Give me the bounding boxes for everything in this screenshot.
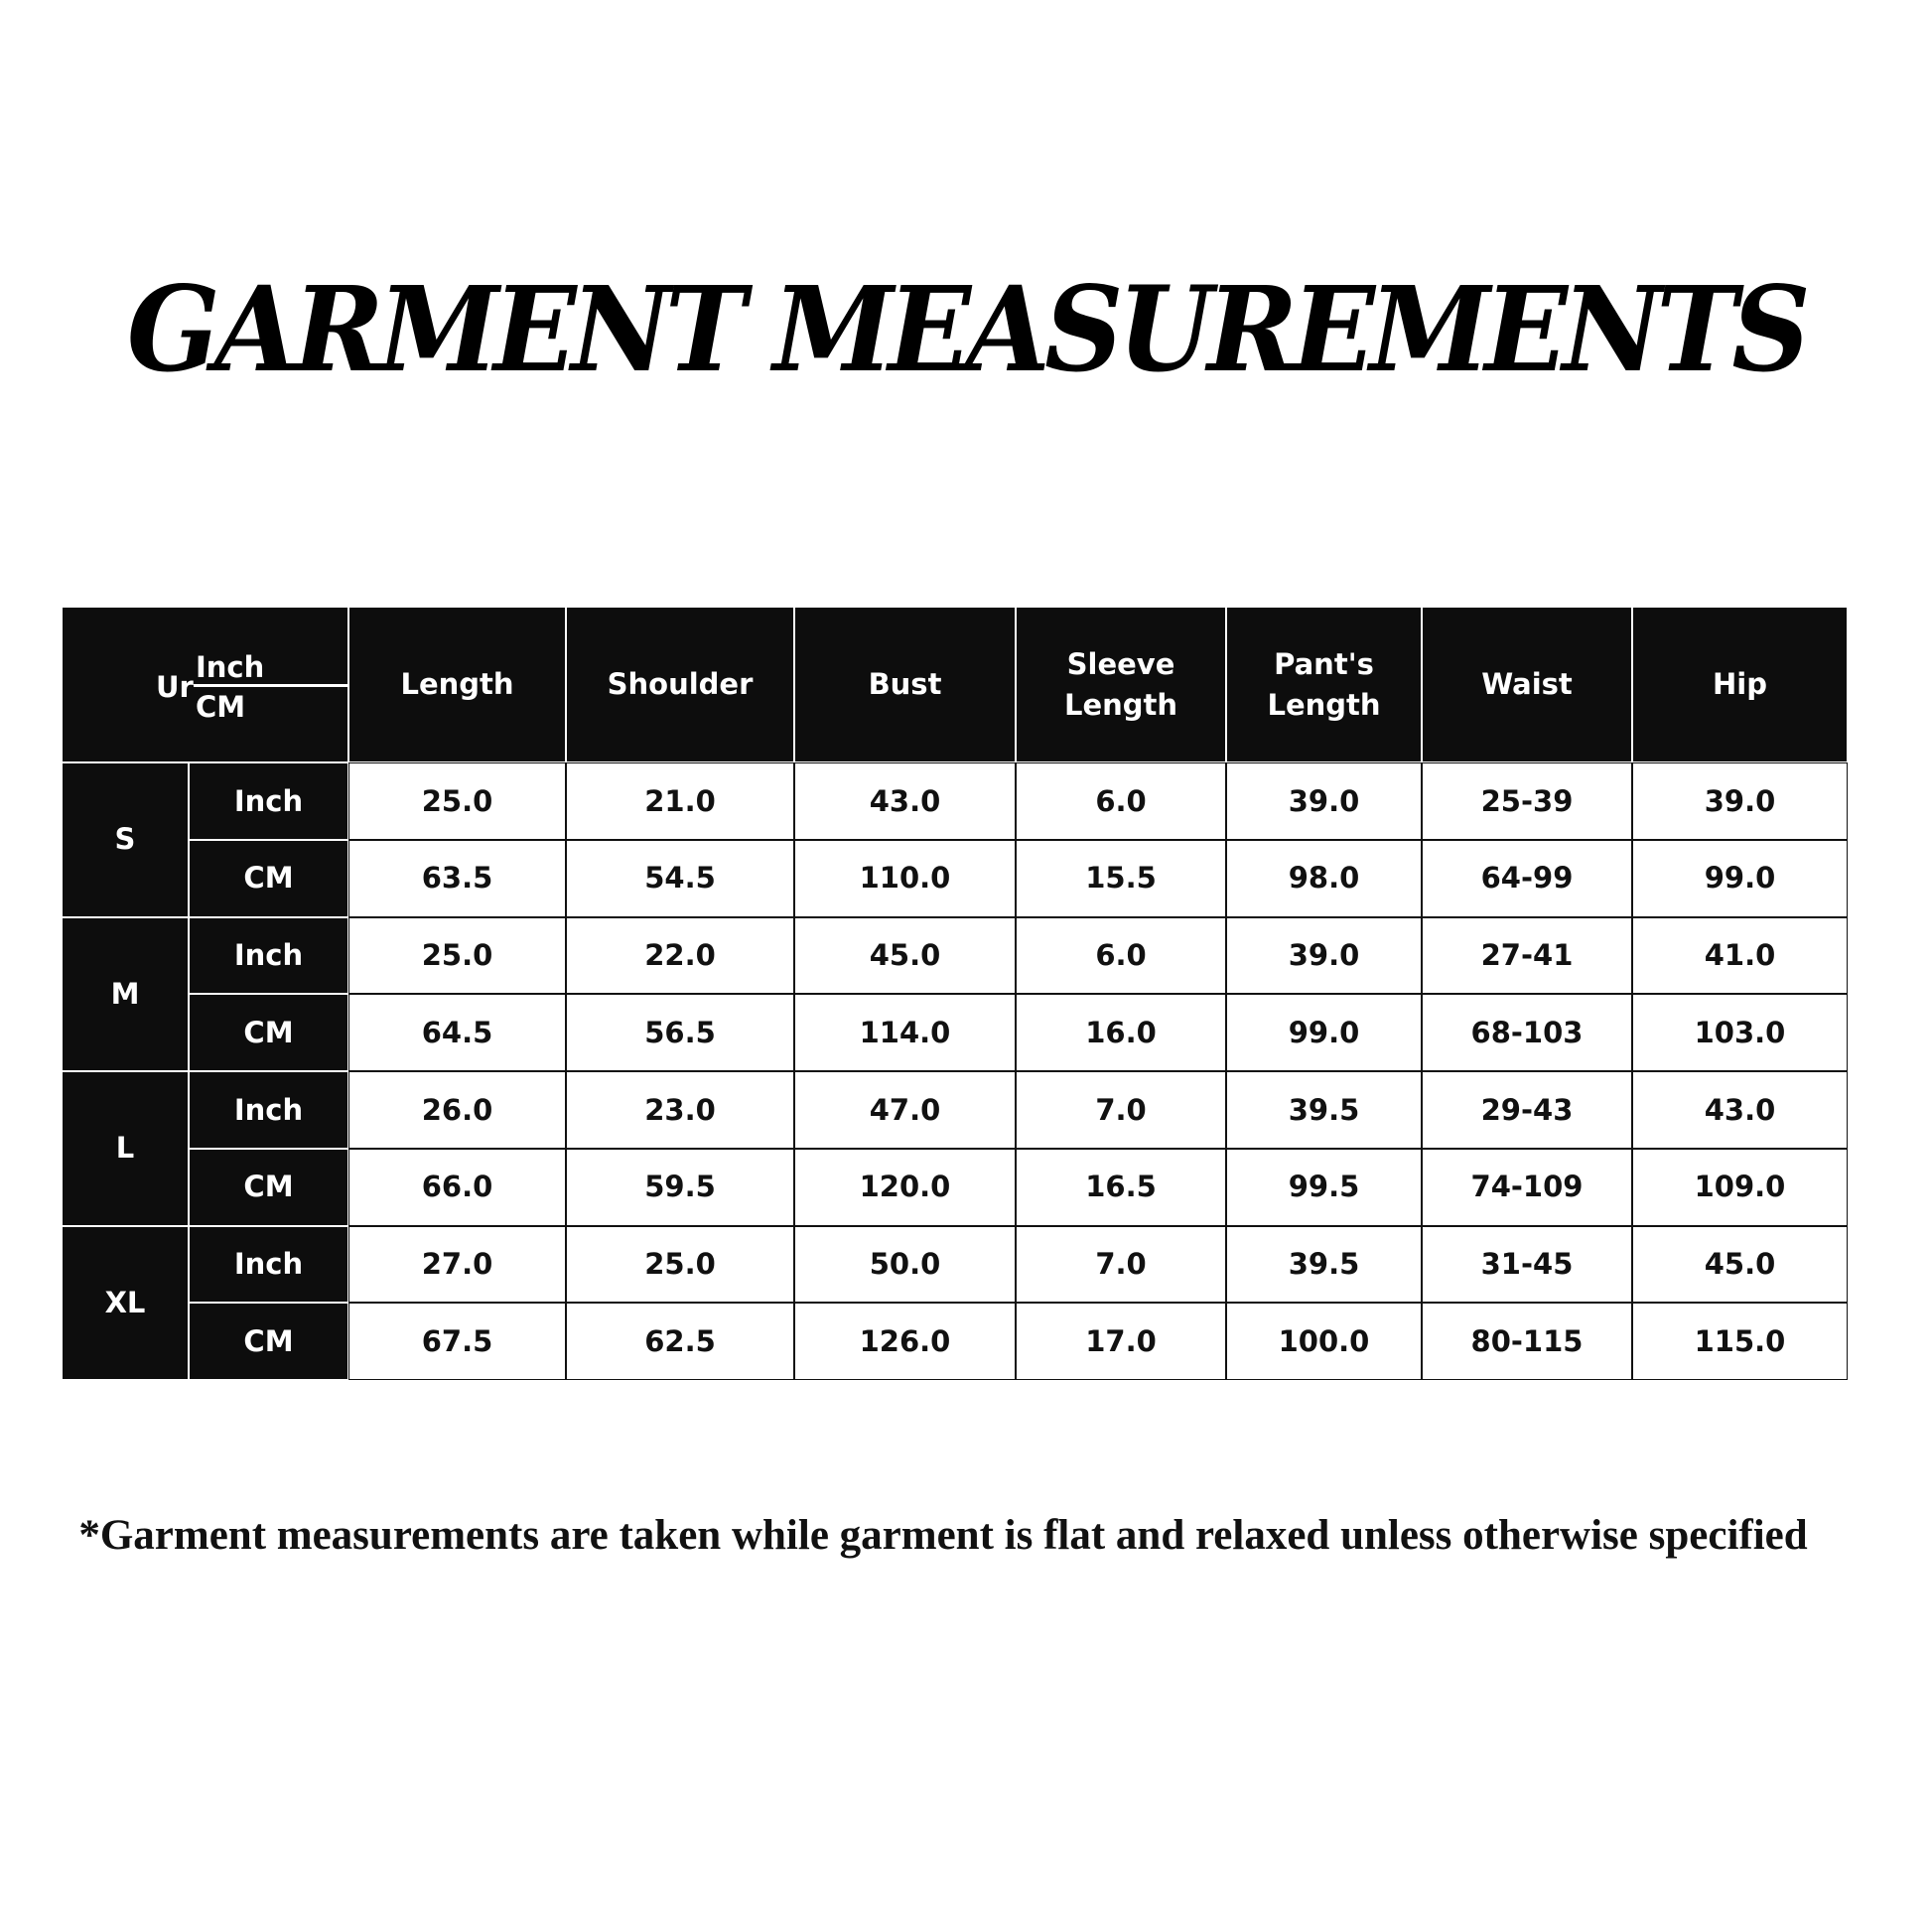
- table-cell: 99.5: [1226, 1148, 1422, 1226]
- size-label: S: [62, 762, 189, 917]
- table-cell: 59.5: [566, 1148, 794, 1226]
- table-cell: 17.0: [1016, 1303, 1226, 1380]
- table-cell: 25-39: [1422, 762, 1632, 840]
- column-header: Shoulder: [566, 607, 794, 762]
- size-label: L: [62, 1071, 189, 1226]
- table-cell: 56.5: [566, 994, 794, 1071]
- unit-label: Inch: [189, 1225, 348, 1304]
- table-cell: 43.0: [1632, 1071, 1848, 1149]
- column-header: Bust: [794, 607, 1016, 762]
- table-cell: 64-99: [1422, 839, 1632, 917]
- table-cell: 100.0: [1226, 1303, 1422, 1380]
- unit-label: Inch: [189, 916, 348, 995]
- table-cell: 99.0: [1632, 839, 1848, 917]
- table-cell: 45.0: [1632, 1225, 1848, 1304]
- table-cell: 103.0: [1632, 994, 1848, 1071]
- corner-inch-label: Inch: [196, 650, 265, 684]
- table-cell: 26.0: [348, 1071, 566, 1149]
- footnote: *Garment measurements are taken while ga…: [78, 1512, 1808, 1559]
- table-cell: 114.0: [794, 994, 1016, 1071]
- unit-corner-header: Ur Inch CM: [62, 607, 348, 762]
- column-header: Waist: [1422, 607, 1632, 762]
- table-cell: 43.0: [794, 762, 1016, 840]
- table-cell: 29-43: [1422, 1071, 1632, 1149]
- table-cell: 120.0: [794, 1148, 1016, 1226]
- page-title: GARMENT MEASUREMENTS: [126, 260, 1811, 398]
- table-cell: 50.0: [794, 1225, 1016, 1304]
- table-cell: 66.0: [348, 1148, 566, 1226]
- table-cell: 63.5: [348, 839, 566, 917]
- table-cell: 115.0: [1632, 1303, 1848, 1380]
- table-cell: 39.0: [1226, 916, 1422, 995]
- table-cell: 25.0: [348, 762, 566, 840]
- size-label: M: [62, 916, 189, 1071]
- unit-partial-label: Ur: [156, 670, 194, 704]
- unit-label: Inch: [189, 1071, 348, 1149]
- corner-divider: [194, 684, 347, 687]
- table-cell: 39.5: [1226, 1071, 1422, 1149]
- size-chart-table: Ur Inch CM Length Shoulder Bust Sleeve Leng…: [62, 607, 1848, 1380]
- unit-label: CM: [189, 994, 348, 1071]
- column-header: Hip: [1632, 607, 1848, 762]
- table-cell: 80-115: [1422, 1303, 1632, 1380]
- unit-label: CM: [189, 1303, 348, 1380]
- table-cell: 27.0: [348, 1225, 566, 1304]
- table-cell: 21.0: [566, 762, 794, 840]
- table-cell: 39.0: [1226, 762, 1422, 840]
- table-cell: 31-45: [1422, 1225, 1632, 1304]
- column-header: Sleeve Length: [1016, 607, 1226, 762]
- table-cell: 67.5: [348, 1303, 566, 1380]
- unit-label: CM: [189, 1148, 348, 1226]
- table-cell: 54.5: [566, 839, 794, 917]
- table-cell: 25.0: [348, 916, 566, 995]
- table-cell: 16.0: [1016, 994, 1226, 1071]
- table-cell: 47.0: [794, 1071, 1016, 1149]
- unit-label: CM: [189, 839, 348, 917]
- size-label: XL: [62, 1225, 189, 1380]
- table-cell: 109.0: [1632, 1148, 1848, 1226]
- table-cell: 126.0: [794, 1303, 1016, 1380]
- table-cell: 6.0: [1016, 916, 1226, 995]
- table-cell: 110.0: [794, 839, 1016, 917]
- column-header: Length: [348, 607, 566, 762]
- table-cell: 15.5: [1016, 839, 1226, 917]
- table-cell: 27-41: [1422, 916, 1632, 995]
- table-cell: 39.5: [1226, 1225, 1422, 1304]
- column-header: Pant's Length: [1226, 607, 1422, 762]
- table-cell: 25.0: [566, 1225, 794, 1304]
- table-cell: 62.5: [566, 1303, 794, 1380]
- table-cell: 99.0: [1226, 994, 1422, 1071]
- table-cell: 64.5: [348, 994, 566, 1071]
- table-cell: 98.0: [1226, 839, 1422, 917]
- unit-label: Inch: [189, 762, 348, 840]
- table-cell: 22.0: [566, 916, 794, 995]
- table-cell: 16.5: [1016, 1148, 1226, 1226]
- table-cell: 74-109: [1422, 1148, 1632, 1226]
- table-cell: 7.0: [1016, 1225, 1226, 1304]
- table-cell: 23.0: [566, 1071, 794, 1149]
- table-cell: 41.0: [1632, 916, 1848, 995]
- table-cell: 7.0: [1016, 1071, 1226, 1149]
- table-cell: 68-103: [1422, 994, 1632, 1071]
- corner-cm-label: CM: [196, 690, 246, 724]
- table-cell: 6.0: [1016, 762, 1226, 840]
- table-cell: 45.0: [794, 916, 1016, 995]
- table-cell: 39.0: [1632, 762, 1848, 840]
